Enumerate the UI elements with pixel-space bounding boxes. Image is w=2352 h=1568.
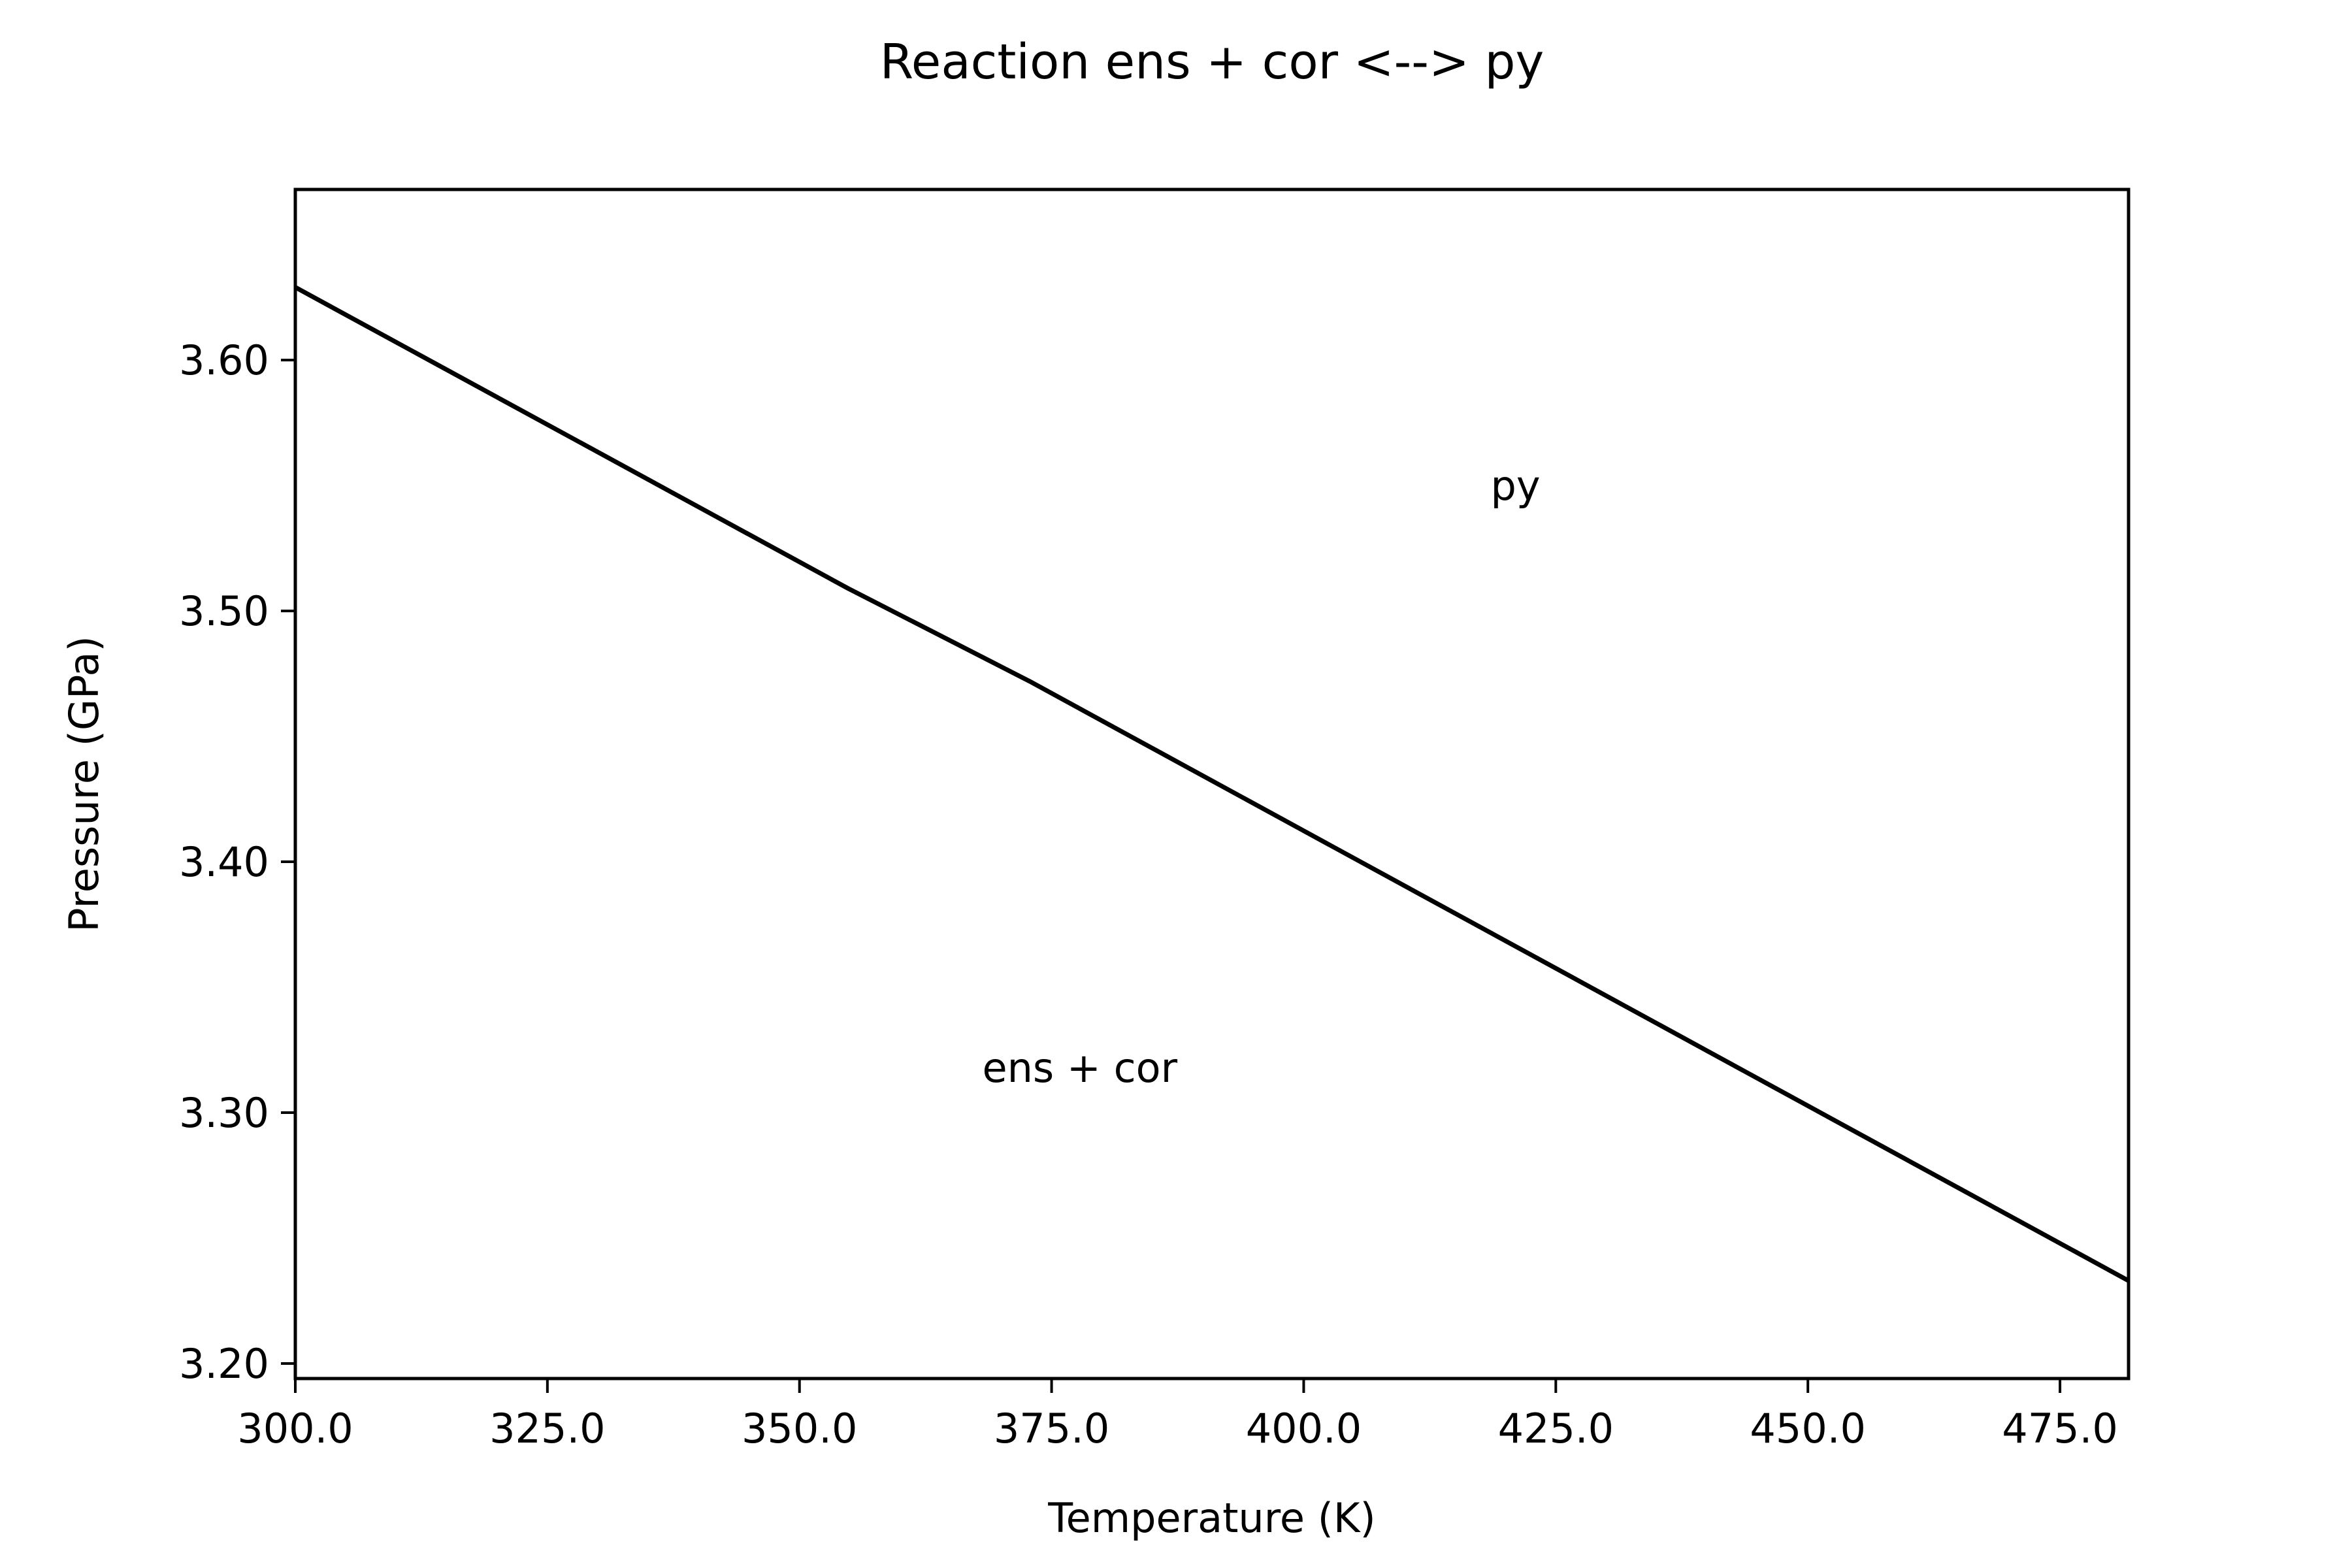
x-tick-label: 400.0	[1246, 1405, 1362, 1452]
y-tick-label: 3.60	[179, 336, 269, 384]
x-tick-label: 475.0	[2002, 1405, 2118, 1452]
x-axis: 300.0 325.0 350.0 375.0 400.0 425.0 450.0 475.0	[237, 1379, 2118, 1452]
chart-title: Reaction ens + cor <--> py	[880, 34, 1544, 90]
x-tick-label: 375.0	[994, 1405, 1110, 1452]
x-tick-label: 350.0	[742, 1405, 858, 1452]
y-tick-label: 3.30	[179, 1089, 269, 1137]
plot-frame	[293, 188, 2131, 1380]
region-label-2: ens + cor	[982, 1044, 1177, 1092]
series-line-1	[294, 285, 2130, 1283]
annotations: py ens + cor	[982, 462, 1540, 1092]
x-axis-label: Temperature (K)	[1047, 1494, 1375, 1542]
plot-area	[294, 285, 2130, 1283]
y-axis-label: Pressure (GPa)	[60, 636, 108, 932]
x-tick-label: 300.0	[237, 1405, 353, 1452]
y-tick-label: 3.50	[179, 587, 269, 635]
x-tick-label: 325.0	[489, 1405, 606, 1452]
x-tick-label: 425.0	[1498, 1405, 1614, 1452]
y-axis: 3.20 3.30 3.40 3.50 3.60	[179, 336, 295, 1388]
x-tick-label: 450.0	[1750, 1405, 1866, 1452]
y-tick-label: 3.40	[179, 838, 269, 886]
region-label-1: py	[1491, 462, 1541, 510]
y-tick-label: 3.20	[179, 1340, 269, 1388]
